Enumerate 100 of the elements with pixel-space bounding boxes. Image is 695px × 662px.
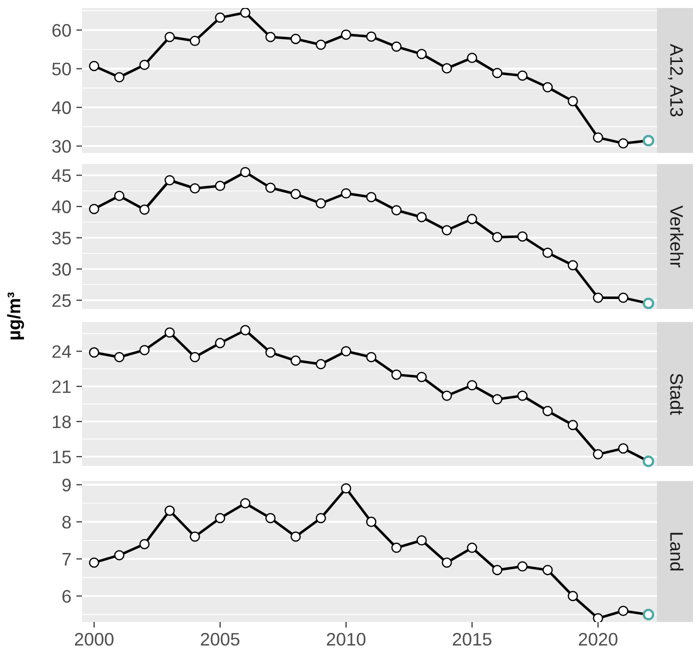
- y-tick-label: 25: [52, 294, 71, 307]
- y-tick-label: 30: [52, 262, 71, 276]
- point: [592, 613, 604, 622]
- point: [442, 557, 452, 568]
- point: [391, 370, 402, 380]
- point: [466, 52, 478, 64]
- point: [568, 420, 578, 430]
- point: [290, 34, 301, 44]
- point: [290, 355, 301, 366]
- point: [214, 12, 226, 23]
- point: [190, 183, 200, 194]
- y-tick-label: 40: [52, 101, 71, 114]
- point: [592, 292, 604, 303]
- y-tick-label: 35: [52, 232, 71, 244]
- point: [618, 443, 628, 454]
- point: [316, 359, 326, 370]
- y-tick-label: 24: [52, 345, 72, 358]
- point: [190, 532, 200, 542]
- point: [542, 564, 553, 576]
- point: [366, 192, 376, 202]
- point: [492, 232, 502, 242]
- y-axis-title: µg/m³: [7, 292, 24, 340]
- point: [316, 198, 326, 209]
- point: [517, 390, 528, 401]
- point: [466, 214, 478, 224]
- point: [517, 231, 528, 242]
- x-tick-label: 2000: [74, 632, 114, 646]
- point: [366, 31, 376, 42]
- point: [240, 166, 250, 178]
- y-tick-label: 40: [52, 200, 71, 214]
- y-tick-label: 7: [62, 553, 71, 566]
- point: [442, 63, 452, 74]
- y-tick-label: 15: [52, 450, 71, 464]
- point: [517, 561, 528, 572]
- x-tick-label: 2020: [578, 632, 618, 646]
- y-tick-label: 6: [62, 590, 71, 603]
- point: [568, 260, 578, 270]
- point: [391, 542, 402, 553]
- point: [214, 338, 226, 348]
- point: [416, 212, 427, 222]
- point: [466, 542, 478, 553]
- point: [265, 347, 276, 358]
- point: [240, 498, 250, 508]
- point: [416, 372, 427, 382]
- point: [139, 204, 150, 215]
- point: [492, 68, 502, 78]
- point: [265, 512, 276, 524]
- point: [88, 347, 100, 358]
- point: [290, 532, 301, 542]
- text: Verkehr: [670, 205, 684, 268]
- point: [542, 82, 553, 92]
- text: Stadt: [670, 374, 684, 415]
- point: [492, 394, 502, 404]
- point: [517, 70, 528, 81]
- point: [568, 590, 578, 602]
- text: Land: [670, 532, 684, 570]
- point: [164, 175, 175, 186]
- point: [340, 30, 352, 40]
- point: [88, 60, 100, 72]
- point: [366, 516, 376, 527]
- y-tick-label: 30: [52, 140, 71, 153]
- x-tick-label: 2010: [326, 632, 366, 646]
- point: [240, 8, 250, 18]
- point: [568, 96, 578, 106]
- point: [88, 557, 100, 568]
- y-tick-label: 8: [62, 516, 71, 529]
- point: [164, 32, 175, 42]
- point: [391, 42, 402, 52]
- y-tick-label: 45: [52, 169, 71, 182]
- y-tick-label: 9: [62, 478, 71, 492]
- point: [139, 538, 150, 550]
- point: [618, 606, 628, 616]
- point: [442, 225, 452, 236]
- point: [592, 449, 604, 460]
- point: [114, 190, 124, 202]
- point: [340, 346, 352, 356]
- point: [214, 180, 226, 192]
- point: [492, 564, 502, 576]
- point: [466, 380, 478, 390]
- point: [416, 535, 427, 546]
- point: [316, 512, 326, 524]
- point: [190, 36, 200, 46]
- point: [164, 506, 175, 516]
- point: [265, 182, 276, 193]
- point: [114, 352, 124, 362]
- y-tick-label: 21: [52, 380, 71, 393]
- point: [618, 292, 628, 303]
- point: [114, 72, 124, 82]
- point: [214, 512, 226, 524]
- point: [240, 325, 250, 336]
- x-tick-label: 2005: [200, 632, 240, 646]
- y-tick-label: 18: [52, 415, 71, 428]
- point: [290, 188, 301, 200]
- point: [391, 205, 402, 216]
- point: [316, 40, 326, 50]
- point: [416, 48, 427, 60]
- text: A12, A13: [668, 44, 683, 116]
- point: [114, 550, 124, 560]
- point: [442, 390, 452, 401]
- point: [340, 188, 352, 199]
